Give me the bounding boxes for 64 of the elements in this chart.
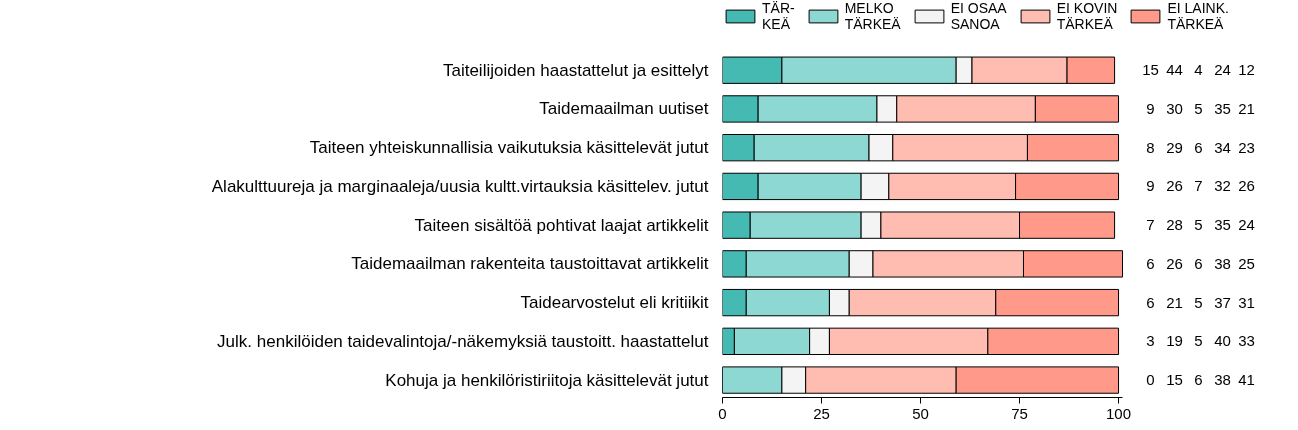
x-tick-label: 75 [1011,404,1028,422]
y-tick-label: Taidemaailman rakenteita taustoittavat artikkelit [351,254,709,274]
data-label: 0 [1146,371,1155,389]
data-label: 23 [1238,138,1255,156]
data-label: 6 [1194,254,1203,272]
data-label: 5 [1194,216,1203,234]
y-tick-label: Taiteen sisältöä pohtivat laajat artikkelit [414,215,709,235]
y-tick-label: Julk. henkilöiden taidevalintoja/-näkemyksiä taustoitt. haastattelut [217,331,709,351]
data-label: 29 [1166,138,1183,156]
y-tick-label: Taiteilijoiden haastattelut ja esittelyt [442,60,709,80]
data-label: 5 [1194,99,1203,117]
y-tick-label: Kohuja ja henkilöristiriitoja käsittelevät jutut [385,370,709,390]
data-label: 7 [1146,216,1155,234]
data-label: 34 [1214,138,1231,156]
data-label: 44 [1166,61,1183,79]
data-label: 31 [1238,293,1255,311]
data-label: 3 [1146,332,1155,350]
data-label: 25 [1238,254,1255,272]
legend-label: EI OSAA SANOA [950,0,1007,32]
legend-label: EI LAINK. TÄRKEÄ [1167,0,1229,32]
data-label: 35 [1214,216,1231,234]
legend-label: TÄR- KEÄ [762,0,795,32]
x-tick-label: 50 [912,404,929,422]
data-label: 6 [1194,138,1203,156]
data-label: 21 [1238,99,1255,117]
data-label: 15 [1166,371,1183,389]
data-label: 35 [1214,99,1231,117]
data-label: 7 [1194,177,1203,195]
data-label: 9 [1146,99,1155,117]
x-tick-label: 0 [718,404,727,422]
legend-label: EI KOVIN TÄRKEÄ [1056,0,1118,32]
y-tick-label: Taiteen yhteiskunnallisia vaikutuksia käsittelevät jutut [309,138,709,158]
data-label: 12 [1238,61,1255,79]
data-label: 15 [1142,61,1159,79]
data-label: 38 [1214,254,1231,272]
x-tick-label: 100 [1106,404,1132,422]
data-label: 37 [1214,293,1231,311]
data-label: 24 [1214,61,1231,79]
data-label: 6 [1146,254,1155,272]
data-label: 24 [1238,216,1255,234]
data-label: 28 [1166,216,1183,234]
data-label: 41 [1238,371,1255,389]
data-label: 8 [1146,138,1155,156]
legend-label: MELKO TÄRKEÄ [844,0,901,32]
data-label: 40 [1214,332,1231,350]
data-label: 21 [1166,293,1183,311]
data-label: 26 [1166,177,1183,195]
x-tick-label: 25 [813,404,830,422]
data-label: 19 [1166,332,1183,350]
data-label: 5 [1194,332,1203,350]
data-label: 6 [1146,293,1155,311]
data-label: 30 [1166,99,1183,117]
data-label: 26 [1166,254,1183,272]
y-tick-label: Taidearvostelut eli kritiikit [520,293,709,313]
data-label: 38 [1214,371,1231,389]
data-label: 5 [1194,293,1203,311]
y-tick-label: Taidemaailman uutiset [539,99,709,119]
data-label: 33 [1238,332,1255,350]
data-label: 26 [1238,177,1255,195]
y-tick-label: Alakulttuureja ja marginaaleja/uusia kultt.virtauksia käsittelev. jutut [211,176,709,196]
data-label: 4 [1194,61,1203,79]
data-label: 32 [1214,177,1231,195]
data-label: 9 [1146,177,1155,195]
data-label: 6 [1194,371,1203,389]
